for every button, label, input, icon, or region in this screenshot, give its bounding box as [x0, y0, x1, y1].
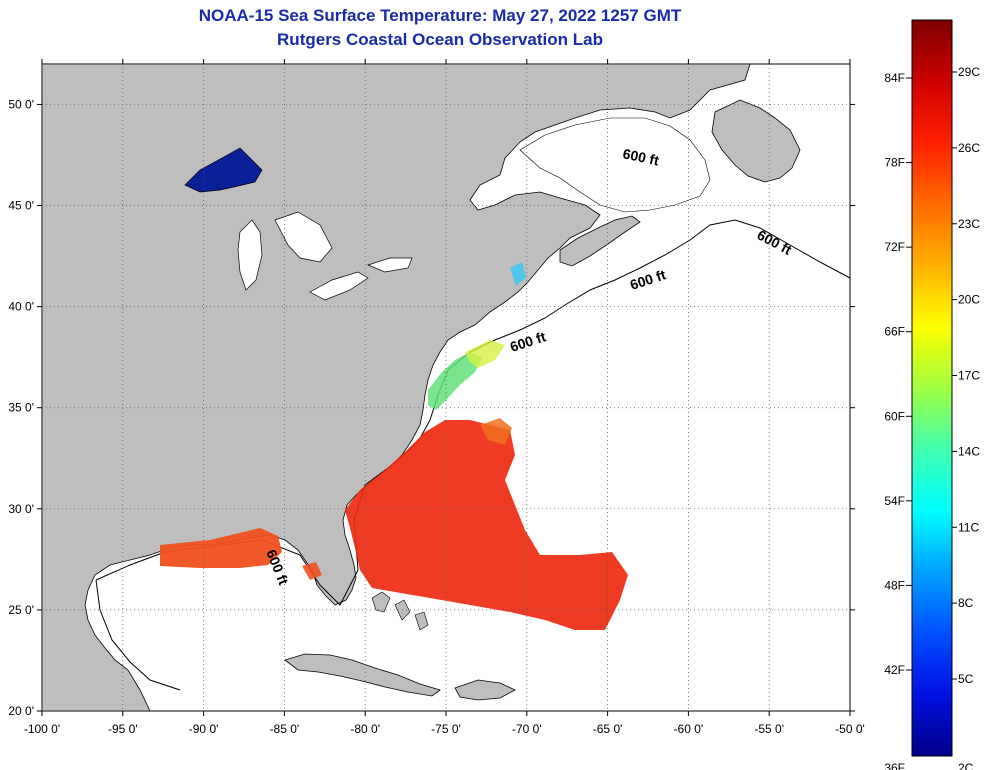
colorbar-f-label: 48F	[884, 578, 905, 592]
sst-gulf-patch-east	[302, 562, 322, 580]
colorbar-f-label: 54F	[884, 494, 905, 508]
colorbar-f-label: 78F	[884, 156, 905, 170]
contour-600ft-gulf	[95, 579, 181, 691]
land-hispaniola	[454, 679, 516, 701]
x-tick-label: -55 0'	[754, 722, 784, 736]
y-tick-label: 50 0'	[8, 97, 34, 111]
y-tick-label: 35 0'	[8, 401, 34, 415]
map-title: NOAA-15 Sea Surface Temperature: May 27,…	[198, 6, 682, 25]
colorbar-c-label: 17C	[958, 369, 980, 383]
colorbar-c-label: 2C	[958, 761, 974, 770]
colorbar	[911, 19, 953, 757]
colorbar-f-label: 84F	[884, 71, 905, 85]
land-nova-scotia	[559, 215, 641, 267]
sst-shelf-water-yellow	[465, 340, 505, 368]
colorbar-c-label: 26C	[958, 141, 980, 155]
lake-michigan	[237, 219, 263, 291]
map-subtitle: Rutgers Coastal Ocean Observation Lab	[277, 30, 603, 49]
colorbar-c-label: 29C	[958, 65, 980, 79]
x-axis: -100 0' -95 0' -90 0' -85 0' -80 0' -75 0' -70…	[24, 59, 865, 736]
x-tick-label: -65 0'	[593, 722, 623, 736]
land-north-america	[42, 64, 751, 711]
sst-gulf-maine	[510, 262, 526, 286]
land-cuba	[284, 653, 441, 697]
colorbar-c-label: 8C	[958, 596, 974, 610]
colorbar-fahrenheit-labels: 84F 78F 72F 66F 60F 54F 48F 42F 36F	[884, 71, 912, 770]
y-tick-label: 45 0'	[8, 199, 34, 213]
colorbar-f-label: 36F	[884, 761, 905, 770]
y-tick-label: 20 0'	[8, 704, 34, 718]
y-tick-label: 30 0'	[8, 502, 34, 516]
x-tick-label: -85 0'	[270, 722, 300, 736]
sst-sargasso-patch	[480, 418, 512, 445]
colorbar-f-label: 60F	[884, 409, 905, 423]
colorbar-celsius-labels: 29C 26C 23C 20C 17C 14C 11C 8C 5C 2C	[952, 65, 980, 770]
x-tick-label: -70 0'	[512, 722, 542, 736]
lake-erie	[309, 271, 369, 301]
y-tick-label: 40 0'	[8, 300, 34, 314]
y-tick-label: 25 0'	[8, 603, 34, 617]
contour-label-maritimes: 600 ft	[621, 145, 660, 168]
y-axis: 50 0' 45 0' 40 0' 35 0' 30 0' 25 0' 20 0'	[8, 97, 855, 718]
lake-superior	[184, 147, 263, 193]
colorbar-c-label: 20C	[958, 293, 980, 307]
colorbar-f-label: 66F	[884, 325, 905, 339]
colorbar-f-label: 72F	[884, 240, 905, 254]
water-gulf-st-lawrence	[519, 117, 711, 213]
lake-huron	[274, 211, 333, 263]
colorbar-c-label: 14C	[958, 444, 980, 458]
colorbar-c-label: 23C	[958, 217, 980, 231]
x-tick-label: -95 0'	[108, 722, 138, 736]
colorbar-f-label: 42F	[884, 663, 905, 677]
sst-gulf-stream	[345, 420, 628, 630]
x-tick-label: -75 0'	[431, 722, 461, 736]
x-tick-label: -60 0'	[674, 722, 704, 736]
x-tick-label: -100 0'	[24, 722, 60, 736]
sst-shelf-water	[428, 352, 482, 410]
lake-ontario	[366, 257, 413, 273]
land-newfoundland	[711, 99, 801, 183]
sst-gulf-of-mexico-north	[160, 528, 282, 568]
map-grid	[42, 64, 850, 711]
x-tick-label: -80 0'	[350, 722, 380, 736]
x-tick-label: -50 0'	[835, 722, 865, 736]
land-bahamas	[371, 591, 429, 631]
x-tick-label: -90 0'	[189, 722, 219, 736]
colorbar-c-label: 5C	[958, 672, 974, 686]
colorbar-c-label: 11C	[958, 520, 979, 534]
